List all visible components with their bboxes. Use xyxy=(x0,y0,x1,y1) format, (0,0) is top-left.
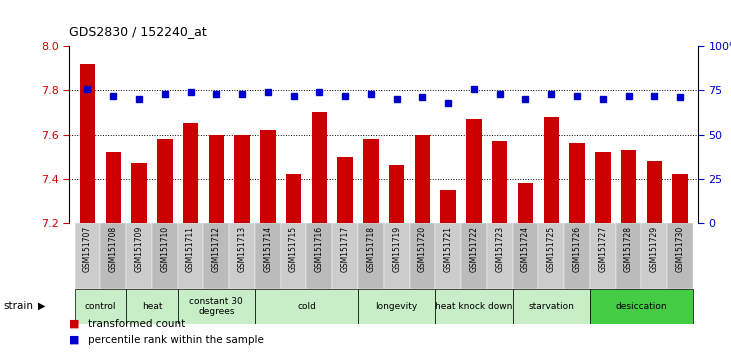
Bar xyxy=(667,223,693,289)
Bar xyxy=(435,289,512,324)
Bar xyxy=(183,124,198,223)
Bar xyxy=(673,175,688,223)
Bar xyxy=(363,139,379,223)
Bar xyxy=(466,119,482,223)
Text: GSM151711: GSM151711 xyxy=(186,225,195,272)
Bar xyxy=(492,141,507,223)
Bar xyxy=(126,289,178,324)
Bar xyxy=(487,223,512,289)
Text: GSM151714: GSM151714 xyxy=(263,225,273,272)
Text: GSM151707: GSM151707 xyxy=(83,225,92,272)
Bar xyxy=(100,223,126,289)
Text: heat: heat xyxy=(142,302,162,311)
Bar xyxy=(75,223,100,289)
Text: longevity: longevity xyxy=(376,302,418,311)
Bar xyxy=(414,135,430,223)
Text: GSM151721: GSM151721 xyxy=(444,225,452,272)
Bar xyxy=(255,223,281,289)
Bar xyxy=(512,223,538,289)
Bar xyxy=(306,223,333,289)
Bar xyxy=(286,175,301,223)
Text: GSM151723: GSM151723 xyxy=(495,225,504,272)
Bar xyxy=(538,223,564,289)
Bar xyxy=(157,139,173,223)
Bar xyxy=(255,289,358,324)
Text: GDS2830 / 152240_at: GDS2830 / 152240_at xyxy=(69,25,207,38)
Bar xyxy=(409,223,435,289)
Bar xyxy=(230,223,255,289)
Bar xyxy=(621,150,636,223)
Text: constant 30
degrees: constant 30 degrees xyxy=(189,297,243,316)
Bar xyxy=(105,152,121,223)
Bar xyxy=(178,289,255,324)
Bar xyxy=(333,223,358,289)
Bar xyxy=(384,223,409,289)
Text: ▶: ▶ xyxy=(38,301,45,311)
Text: GSM151719: GSM151719 xyxy=(392,225,401,272)
Bar xyxy=(338,156,353,223)
Bar xyxy=(647,161,662,223)
Text: GSM151726: GSM151726 xyxy=(572,225,582,272)
Text: starvation: starvation xyxy=(529,302,574,311)
Text: ■: ■ xyxy=(69,319,80,329)
Bar xyxy=(590,289,693,324)
Text: GSM151709: GSM151709 xyxy=(135,225,143,272)
Bar xyxy=(435,223,461,289)
Text: GSM151708: GSM151708 xyxy=(109,225,118,272)
Bar xyxy=(595,152,610,223)
Bar xyxy=(358,289,435,324)
Bar xyxy=(544,117,559,223)
Bar xyxy=(235,135,250,223)
Text: GSM151716: GSM151716 xyxy=(315,225,324,272)
Bar xyxy=(260,130,276,223)
Text: GSM151712: GSM151712 xyxy=(212,225,221,272)
Text: heat knock down: heat knock down xyxy=(435,302,512,311)
Bar xyxy=(461,223,487,289)
Bar xyxy=(641,223,667,289)
Bar xyxy=(358,223,384,289)
Text: GSM151720: GSM151720 xyxy=(418,225,427,272)
Bar xyxy=(178,223,203,289)
Text: GSM151722: GSM151722 xyxy=(469,225,479,272)
Bar xyxy=(518,183,533,223)
Text: GSM151725: GSM151725 xyxy=(547,225,556,272)
Bar xyxy=(281,223,306,289)
Bar xyxy=(126,223,152,289)
Bar xyxy=(512,289,590,324)
Text: GSM151717: GSM151717 xyxy=(341,225,349,272)
Text: strain: strain xyxy=(4,301,34,311)
Text: GSM151713: GSM151713 xyxy=(238,225,246,272)
Bar xyxy=(389,166,404,223)
Text: control: control xyxy=(85,302,116,311)
Bar xyxy=(441,190,456,223)
Bar xyxy=(203,223,230,289)
Text: GSM151727: GSM151727 xyxy=(598,225,607,272)
Text: GSM151729: GSM151729 xyxy=(650,225,659,272)
Bar xyxy=(569,143,585,223)
Text: GSM151710: GSM151710 xyxy=(160,225,170,272)
Text: cold: cold xyxy=(297,302,316,311)
Bar xyxy=(564,223,590,289)
Bar xyxy=(80,64,95,223)
Text: GSM151730: GSM151730 xyxy=(675,225,684,272)
Text: GSM151715: GSM151715 xyxy=(289,225,298,272)
Text: transformed count: transformed count xyxy=(88,319,185,329)
Bar xyxy=(311,112,327,223)
Bar xyxy=(590,223,616,289)
Text: percentile rank within the sample: percentile rank within the sample xyxy=(88,335,264,345)
Bar xyxy=(208,135,224,223)
Text: ■: ■ xyxy=(69,335,80,345)
Bar xyxy=(152,223,178,289)
Text: GSM151718: GSM151718 xyxy=(366,225,376,272)
Bar xyxy=(132,163,147,223)
Bar xyxy=(616,223,641,289)
Text: GSM151724: GSM151724 xyxy=(521,225,530,272)
Text: GSM151728: GSM151728 xyxy=(624,225,633,272)
Text: desiccation: desiccation xyxy=(616,302,667,311)
Bar xyxy=(75,289,126,324)
